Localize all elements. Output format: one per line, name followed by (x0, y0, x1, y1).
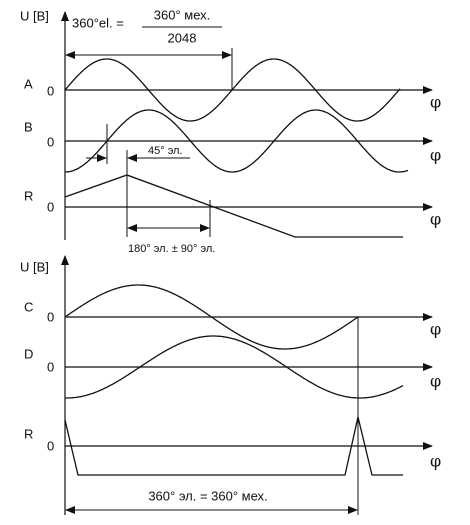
phi-label: φ (430, 210, 441, 229)
phi-label: φ (430, 93, 441, 112)
signal-d (65, 335, 404, 399)
formula-denominator: 2048 (168, 30, 197, 45)
bottom-diagram: U [B] C 0 φ D 0 φ R 0 φ 360° эл. = 360° … (20, 255, 441, 515)
zero-label: 0 (47, 359, 54, 374)
signal-name: R (24, 426, 33, 441)
signal-r (64, 174, 403, 238)
zero-label: 0 (47, 134, 54, 149)
phi-label: φ (430, 320, 441, 339)
signal-name: A (24, 76, 33, 91)
signal-b (65, 109, 409, 173)
signal-r (64, 416, 403, 476)
formula-lhs: 360°el. = (72, 15, 124, 30)
formula-numerator: 360° мех. (154, 7, 211, 22)
signal-c (64, 284, 359, 350)
annotation: 360° эл. = 360° мех. (148, 488, 267, 503)
phi-label: φ (430, 452, 441, 471)
axis-label: U [B] (20, 259, 49, 274)
phi-label: φ (430, 146, 441, 165)
zero-label: 0 (47, 309, 54, 324)
zero-label: 0 (47, 199, 54, 214)
annotation: 45° эл. (148, 145, 183, 157)
axis-label: U [B] (20, 8, 49, 23)
signal-name: D (24, 346, 33, 361)
signal-name: C (24, 299, 33, 314)
zero-label: 0 (47, 438, 54, 453)
signal-name: R (24, 188, 33, 203)
annotation: 180° эл. ± 90° эл. (128, 243, 215, 255)
top-diagram: U [B] 360°el. = 360° мех. 2048 A 0 φ B 0… (20, 7, 441, 254)
zero-label: 0 (47, 83, 54, 98)
phi-label: φ (430, 372, 441, 391)
signal-name: B (24, 119, 33, 134)
signal-a (64, 58, 401, 122)
